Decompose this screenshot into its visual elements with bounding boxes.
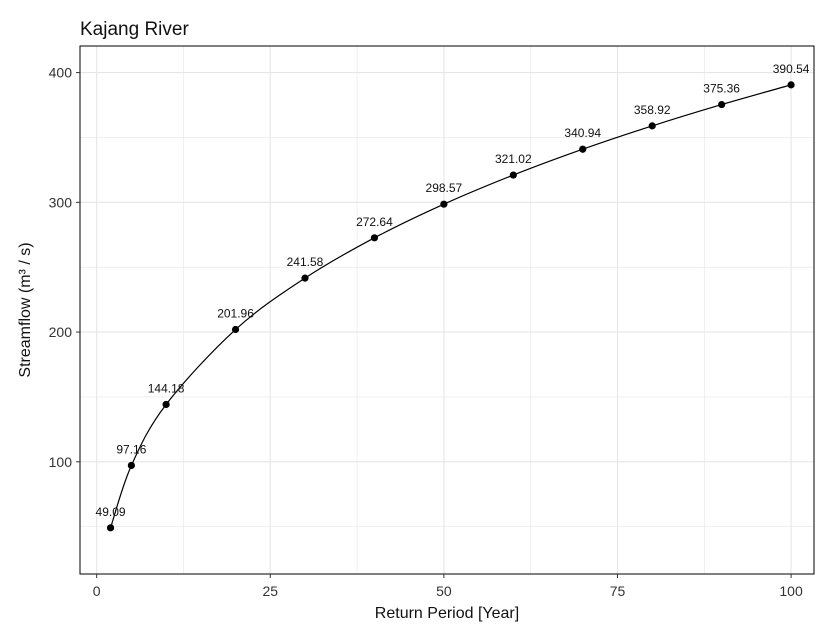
data-point (301, 274, 309, 282)
data-label: 97.16 (116, 442, 146, 456)
data-point (370, 234, 379, 242)
x-axis-ticks: 0 25 50 75 100 (93, 574, 803, 599)
data-point (648, 122, 656, 130)
x-tick-label: 100 (779, 583, 803, 599)
x-tick-label: 0 (93, 583, 101, 599)
data-point (440, 200, 448, 208)
plot-panel (79, 45, 815, 575)
series: 49.09 97.16 144.18 201.96 241.58 272.64 298.57… (96, 62, 810, 532)
data-label: 298.57 (426, 181, 463, 195)
data-label: 201.96 (217, 307, 254, 321)
y-axis-title: Streamflow (m³ / s) (17, 242, 34, 377)
data-point (787, 81, 795, 89)
x-tick-label: 50 (436, 583, 452, 599)
y-tick-label: 200 (49, 324, 73, 340)
y-axis-ticks: 100 200 300 400 (49, 65, 80, 470)
data-point (127, 461, 135, 470)
data-label: 272.64 (356, 215, 393, 229)
y-tick-label: 400 (49, 65, 73, 81)
data-label: 49.09 (96, 505, 126, 519)
x-tick-label: 75 (610, 583, 626, 599)
y-tick-label: 100 (49, 454, 73, 470)
grid (80, 46, 814, 574)
data-point (106, 524, 115, 532)
data-point (162, 400, 170, 409)
data-point (231, 325, 240, 334)
y-tick-label: 300 (49, 194, 73, 210)
data-label: 241.58 (287, 255, 324, 269)
data-label: 340.94 (564, 126, 601, 140)
chart-title: Kajang River (80, 19, 189, 40)
data-label: 375.36 (703, 82, 740, 96)
x-axis-title: Return Period [Year] (375, 605, 519, 622)
data-label: 321.02 (495, 152, 532, 166)
x-tick-label: 25 (262, 583, 278, 599)
data-point (509, 171, 517, 179)
data-label: 358.92 (634, 103, 671, 117)
data-point (718, 100, 726, 109)
data-label: 390.54 (773, 62, 810, 76)
data-point (579, 145, 587, 153)
data-label: 144.18 (148, 381, 185, 395)
